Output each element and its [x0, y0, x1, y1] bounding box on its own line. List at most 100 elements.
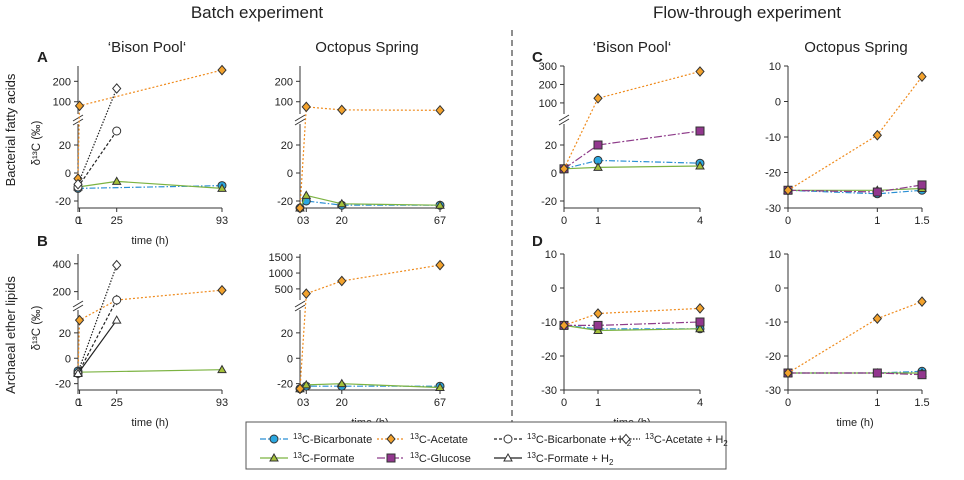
data-point-formate [301, 379, 312, 389]
x-tick-label: 4 [697, 397, 703, 409]
x-tick-label: 93 [216, 215, 228, 227]
legend: 13C-Bicarbonate 13C-Acetate 13C-Bicarbonat… [245, 421, 728, 470]
data-point-formate [435, 382, 445, 391]
series-line-acetate [77, 69, 223, 179]
series-line-formate [563, 324, 701, 332]
y-tick-label: 0 [551, 168, 557, 180]
panel-letter-d: D [532, 233, 543, 250]
x-tick-label: 0 [785, 397, 791, 409]
x-tick-label: 1 [76, 215, 82, 227]
data-point-formate_h2 [73, 368, 83, 377]
y-tick-label: -20 [277, 196, 293, 208]
series-line-bicarbonate [299, 200, 440, 209]
y-tick-label: 20 [545, 140, 557, 152]
y-tick-label: 200 [539, 79, 557, 91]
x-tick-label: 0 [561, 215, 567, 227]
y-tick-label: -20 [277, 379, 293, 391]
series-glucose [783, 368, 927, 380]
series-acetate [73, 64, 227, 184]
y-tick-label: 1000 [269, 268, 293, 280]
series-line-acetate [787, 76, 923, 191]
panel-letter-b: B [37, 233, 48, 250]
chart-panel-3: -20 0 20 100 200 300 0 1 4 [539, 61, 705, 227]
series-acetate [559, 66, 705, 175]
legend-label: 13C-Acetate [410, 432, 468, 446]
data-point-bicarbonate_h2 [112, 126, 122, 136]
legend-marker [503, 434, 513, 444]
series-line-acetate_h2 [77, 88, 118, 185]
y-tick-label: -20 [55, 196, 71, 208]
x-tick-label: 25 [111, 215, 123, 227]
axis-break-mark [294, 118, 306, 126]
y-tick-label: 20 [59, 328, 71, 340]
data-point-acetate [695, 66, 705, 77]
data-point-formate [695, 160, 705, 170]
legend-item-acetate: 13C-Acetate [377, 432, 468, 446]
x-tick-label: 67 [434, 215, 446, 227]
data-point-formate [111, 176, 122, 185]
axis-break-mark [72, 300, 84, 308]
series-formate [73, 176, 227, 192]
data-point-acetate [593, 92, 603, 104]
data-point-acetate [337, 104, 347, 116]
y-tick-label: 20 [281, 328, 293, 340]
data-point-acetate [217, 284, 227, 296]
series-acetate [783, 71, 927, 196]
data-point-acetate [559, 163, 569, 175]
series-line-acetate [299, 264, 441, 389]
data-point-formate [695, 323, 705, 333]
axes: -20 0 20 100 200 300 0 1 4 [539, 61, 703, 227]
series-acetate [73, 284, 227, 379]
data-point-formate [301, 190, 312, 199]
data-point-acetate [295, 202, 305, 214]
data-point-acetate [301, 288, 311, 300]
data-point-acetate [872, 129, 882, 141]
data-point-glucose [917, 180, 927, 190]
y-tick-label: 0 [775, 283, 781, 295]
panel-letter-c: C [532, 49, 543, 66]
legend-label: 13C-Bicarbonate + H2 [527, 432, 632, 448]
y-tick-label: -20 [541, 196, 557, 208]
y-axis-label: δ¹³C (‰) [31, 120, 43, 165]
series-acetate [559, 303, 705, 331]
series-line-formate_h2 [77, 319, 118, 374]
x-axis-label: time (h) [131, 235, 168, 247]
series-line-acetate_h2 [77, 264, 118, 373]
series-line-bicarbonate_h2 [77, 130, 118, 188]
data-point-formate [217, 183, 227, 192]
y-tick-label: 10 [545, 249, 557, 261]
data-point-acetate [337, 275, 347, 287]
series-acetate [783, 296, 927, 379]
y-tick-label: 20 [281, 140, 293, 152]
y-tick-label: 0 [775, 97, 781, 109]
data-point-acetate_h2 [73, 178, 83, 190]
y-tick-label: 400 [53, 259, 71, 271]
data-point-glucose [593, 140, 603, 150]
x-tick-label: 1 [874, 397, 880, 409]
data-point-formate [217, 364, 227, 374]
data-point-acetate [872, 313, 882, 324]
axis-break-mark [294, 304, 306, 312]
series-line-formate [77, 369, 223, 373]
series-line-acetate [299, 106, 441, 209]
y-tick-label: 200 [53, 287, 71, 299]
series-acetate [295, 101, 445, 214]
legend-marker [269, 434, 279, 444]
row-label-bacterial: Bacterial fatty acids [3, 73, 18, 186]
y-tick-label: -20 [765, 351, 781, 363]
data-point-glucose [695, 126, 705, 136]
x-tick-label: 1 [874, 215, 880, 227]
chart-panel-6: -2002050010001500032067time (h) [269, 252, 447, 429]
data-point-acetate [435, 259, 445, 271]
panel-letter-a: A [37, 49, 48, 66]
x-tick-label: 1 [76, 397, 82, 409]
row-label-archaeal: Archaeal ether lipids [3, 276, 18, 394]
data-point-glucose [593, 320, 603, 330]
data-point-acetate [74, 100, 85, 112]
x-tick-label: 20 [336, 397, 348, 409]
